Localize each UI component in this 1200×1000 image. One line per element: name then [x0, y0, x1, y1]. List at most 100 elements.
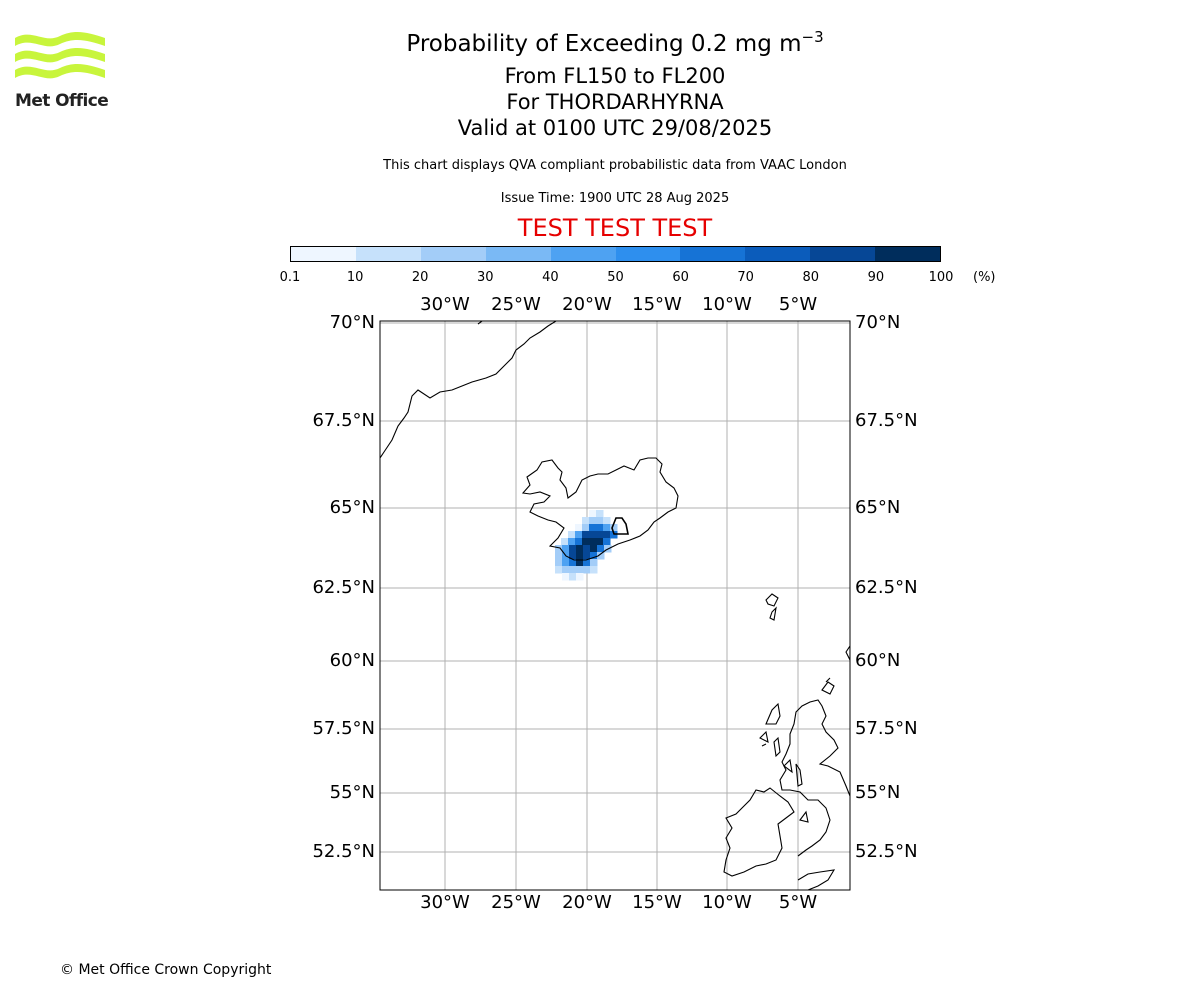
plume-cell [603, 524, 611, 532]
plume-cell [569, 552, 577, 560]
plume-cell [582, 524, 590, 532]
graticule [380, 321, 850, 890]
plume-cell [589, 517, 597, 525]
plume-cell [562, 559, 570, 567]
colorbar-segment [485, 247, 551, 261]
test-banner: TEST TEST TEST [517, 214, 713, 242]
longitude-label: 30°W [420, 892, 470, 913]
plume-cell [576, 566, 584, 574]
colorbar-tick-label: 40 [542, 270, 559, 285]
plume-cell [596, 531, 604, 539]
longitude-label: 25°W [491, 294, 541, 315]
latitude-label: 62.5°N [855, 577, 918, 598]
greenland-coast [380, 321, 557, 459]
plume-cell [576, 573, 584, 581]
plume-cell [582, 531, 590, 539]
chart-title: Probability of Exceeding 0.2 mg m−3 [406, 28, 824, 57]
longitude-label: 25°W [491, 892, 541, 913]
valid-time: Valid at 0100 UTC 29/08/2025 [457, 116, 773, 140]
colorbar-tick-label: 90 [867, 270, 885, 285]
plume-cell [562, 566, 570, 574]
latitude-label: 67.5°N [312, 410, 375, 431]
latitude-label: 65°N [329, 497, 375, 518]
plume-cell [603, 517, 611, 525]
coastlines [380, 321, 850, 890]
colorbar-unit: (%) [973, 270, 996, 285]
longitude-label: 20°W [562, 294, 612, 315]
latitude-label: 55°N [329, 782, 375, 803]
plume-cell [583, 566, 591, 574]
colorbar-segment [550, 247, 616, 261]
latitude-label: 52.5°N [312, 841, 375, 862]
plume-cell [575, 531, 583, 539]
plume-cell [555, 559, 563, 567]
plume-cell [590, 552, 598, 560]
plume-cell [589, 510, 597, 518]
met-office-logo [15, 31, 105, 79]
plume-cell [596, 517, 604, 525]
colorbar-tick-label: 60 [672, 270, 689, 285]
colorbar-tick-label: 80 [802, 270, 820, 285]
flight-level-range: From FL150 to FL200 [504, 64, 726, 88]
plume-cell [603, 538, 611, 546]
latitude-label: 57.5°N [855, 718, 918, 739]
copyright: © Met Office Crown Copyright [60, 962, 272, 978]
colorbar-tick-label: 100 [928, 270, 954, 285]
latitude-label: 62.5°N [312, 577, 375, 598]
logo-text: Met Office [15, 91, 109, 111]
plume-cell [576, 552, 584, 560]
plume-cell [597, 545, 605, 553]
plume-cell [555, 552, 563, 560]
plume-cell [583, 545, 591, 553]
plume-cell [582, 517, 590, 525]
plume-cell [569, 573, 577, 581]
plume-cell [596, 510, 604, 518]
longitude-label: 10°W [702, 294, 752, 315]
volcano-name: For THORDARHYRNA [506, 90, 724, 114]
plume-cell [583, 559, 591, 567]
plume-cell [569, 566, 577, 574]
colorbar-segment [420, 247, 486, 261]
plume-cell [589, 531, 597, 539]
longitude-label: 5°W [778, 892, 818, 913]
latitude-label: 65°N [855, 497, 901, 518]
plume-cell [589, 524, 597, 532]
plume-cell [590, 559, 598, 567]
plume-cell [575, 524, 583, 532]
colorbar-segment [810, 247, 876, 261]
plume-cell [575, 538, 583, 546]
plume-cell [576, 559, 584, 567]
faroe-islands [765, 593, 779, 621]
plume-cell [582, 538, 590, 546]
colorbar-segment [875, 247, 941, 261]
colorbar-segment [745, 247, 811, 261]
plume-cell [562, 545, 570, 553]
colorbar-tick-label: 30 [477, 270, 494, 285]
iceland-coast [521, 457, 679, 561]
longitude-label: 20°W [562, 892, 612, 913]
latitude-label: 70°N [329, 312, 375, 333]
data-note: This chart displays QVA compliant probab… [383, 158, 847, 173]
longitude-label: 10°W [702, 892, 752, 913]
probability-plume [555, 510, 618, 581]
colorbar-tick-label: 20 [411, 270, 429, 285]
colorbar-tick-label: 0.1 [279, 270, 301, 285]
latitude-label: 60°N [329, 650, 375, 671]
plume-cell [590, 566, 598, 574]
plume-cell [576, 545, 584, 553]
latitude-label: 60°N [855, 650, 901, 671]
plume-cell [555, 545, 563, 553]
plume-cell [610, 524, 618, 532]
plume-cell [590, 545, 598, 553]
latitude-label: 55°N [855, 782, 901, 803]
colorbar-segment [355, 247, 421, 261]
latitude-label: 52.5°N [855, 841, 918, 862]
colorbar-tick-label: 10 [346, 270, 364, 285]
plume-cell [568, 531, 576, 539]
latitude-label: 67.5°N [855, 410, 918, 431]
ireland-coast [723, 787, 795, 877]
latitude-label: 70°N [855, 312, 901, 333]
colorbar-segment [615, 247, 681, 261]
longitude-label: 5°W [778, 294, 818, 315]
latitude-label: 57.5°N [312, 718, 375, 739]
